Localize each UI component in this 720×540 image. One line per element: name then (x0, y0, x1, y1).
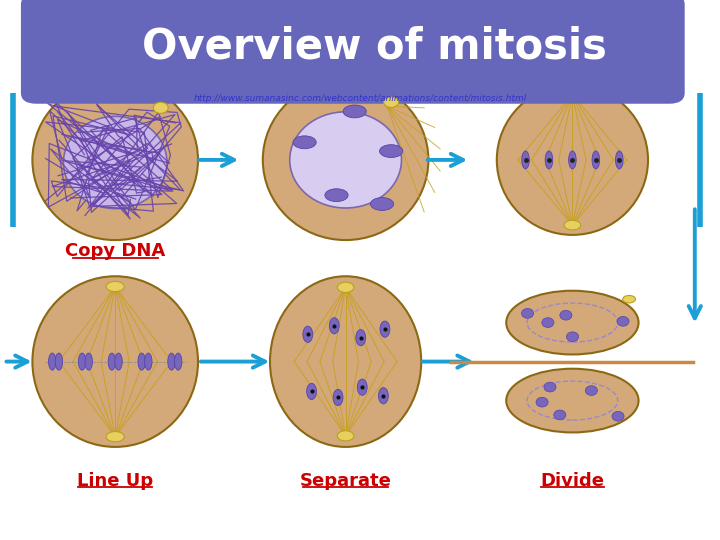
Ellipse shape (333, 389, 343, 406)
Ellipse shape (145, 353, 152, 370)
Text: Overview of mitosis: Overview of mitosis (142, 25, 607, 67)
Ellipse shape (384, 97, 399, 107)
Ellipse shape (325, 189, 348, 201)
Ellipse shape (371, 198, 394, 211)
Ellipse shape (307, 383, 317, 400)
Ellipse shape (522, 151, 529, 169)
Ellipse shape (168, 353, 175, 370)
Ellipse shape (623, 295, 636, 303)
Ellipse shape (564, 90, 581, 99)
Ellipse shape (356, 329, 366, 346)
Ellipse shape (569, 151, 576, 169)
Ellipse shape (506, 369, 639, 433)
Ellipse shape (343, 105, 366, 118)
Ellipse shape (612, 411, 624, 421)
Ellipse shape (108, 353, 116, 370)
Ellipse shape (106, 281, 125, 292)
Ellipse shape (270, 276, 421, 447)
Ellipse shape (564, 220, 581, 230)
Ellipse shape (497, 85, 648, 235)
Ellipse shape (303, 326, 312, 342)
Ellipse shape (32, 80, 198, 240)
Ellipse shape (592, 151, 600, 169)
Ellipse shape (616, 151, 623, 169)
Ellipse shape (379, 388, 388, 404)
Text: Separate: Separate (300, 471, 392, 490)
Ellipse shape (106, 431, 125, 442)
Ellipse shape (521, 308, 534, 318)
Ellipse shape (545, 151, 553, 169)
Ellipse shape (542, 318, 554, 327)
Ellipse shape (32, 276, 198, 447)
Ellipse shape (138, 353, 145, 370)
Ellipse shape (380, 321, 390, 338)
Ellipse shape (114, 353, 122, 370)
Ellipse shape (153, 102, 168, 113)
Ellipse shape (379, 145, 402, 158)
Ellipse shape (585, 386, 598, 395)
FancyBboxPatch shape (22, 0, 684, 103)
Ellipse shape (293, 136, 316, 149)
Text: http://www.sumanasinc.com/webcontent/animations/content/mitosis.html: http://www.sumanasinc.com/webcontent/ani… (194, 94, 526, 103)
Ellipse shape (554, 410, 566, 420)
Ellipse shape (337, 431, 354, 441)
Ellipse shape (63, 117, 167, 208)
Ellipse shape (617, 316, 629, 326)
Text: Divide: Divide (541, 471, 604, 490)
Ellipse shape (357, 379, 367, 395)
Ellipse shape (337, 282, 354, 293)
Ellipse shape (48, 353, 56, 370)
Ellipse shape (78, 353, 86, 370)
Ellipse shape (329, 318, 339, 334)
Text: Line Up: Line Up (77, 471, 153, 490)
Ellipse shape (544, 382, 556, 392)
Text: Copy DNA: Copy DNA (65, 242, 166, 260)
Ellipse shape (174, 353, 182, 370)
Ellipse shape (536, 397, 548, 407)
Ellipse shape (567, 332, 579, 342)
Ellipse shape (263, 80, 428, 240)
Ellipse shape (55, 353, 63, 370)
Ellipse shape (560, 310, 572, 320)
Ellipse shape (85, 353, 92, 370)
Ellipse shape (289, 112, 402, 208)
Ellipse shape (506, 291, 639, 354)
